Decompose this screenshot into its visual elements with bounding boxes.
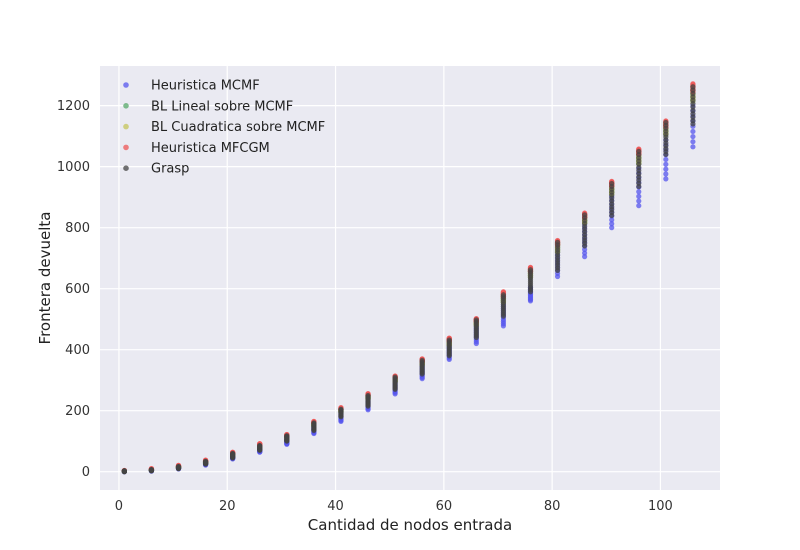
series-4: [121, 84, 696, 475]
legend-label: Heuristica MFCGM: [151, 141, 270, 156]
legend-marker: [123, 103, 129, 109]
data-point: [690, 84, 696, 90]
data-point: [527, 267, 534, 273]
x-tick-label: 0: [115, 499, 123, 514]
legend-label: BL Cuadratica sobre MCMF: [151, 120, 325, 135]
data-point: [230, 450, 236, 456]
data-point: [582, 254, 588, 260]
x-tick-label: 80: [544, 499, 561, 514]
grid-lines: [100, 66, 720, 490]
data-point: [392, 374, 398, 380]
data-point: [636, 148, 642, 155]
data-point: [473, 317, 479, 323]
data-point: [284, 433, 290, 439]
x-tick-label: 60: [436, 499, 453, 514]
x-axis-ticks: 0 20 40 60 80 100: [115, 499, 673, 514]
data-point: [446, 337, 452, 343]
data-point: [582, 250, 588, 256]
y-tick-label: 400: [65, 343, 90, 358]
y-tick-label: 0: [82, 465, 90, 480]
x-tick-label: 20: [219, 499, 236, 514]
legend-marker: [123, 82, 129, 88]
y-axis-ticks: 0 200 400 600 800 1000 1200: [57, 99, 90, 480]
data-point: [690, 144, 696, 150]
legend-label: Grasp: [151, 162, 189, 177]
data-point: [636, 203, 642, 209]
data-point: [582, 212, 588, 218]
data-point: [609, 180, 615, 187]
y-tick-label: 800: [65, 221, 90, 236]
legend-marker: [123, 165, 129, 171]
data-point: [609, 221, 615, 227]
data-point: [311, 420, 317, 426]
legend-marker: [123, 144, 129, 151]
y-tick-label: 200: [65, 404, 90, 419]
data-point: [202, 458, 209, 464]
data-point: [121, 468, 127, 474]
data-point: [663, 161, 669, 167]
plot-area: [100, 66, 720, 490]
data-point: [663, 171, 669, 177]
data-point: [690, 128, 696, 135]
data-points: [121, 81, 696, 475]
y-tick-label: 600: [65, 282, 90, 297]
legend-label: BL Lineal sobre MCMF: [151, 99, 293, 114]
data-point: [365, 392, 371, 399]
data-point: [690, 139, 696, 145]
data-point: [609, 217, 615, 223]
data-point: [663, 166, 669, 172]
data-point: [636, 198, 642, 204]
data-point: [419, 357, 425, 363]
legend-marker: [123, 123, 129, 130]
y-axis-label: Frontera devuelta: [36, 212, 54, 345]
data-point: [636, 193, 642, 199]
data-point: [338, 406, 344, 412]
data-point: [609, 225, 615, 231]
data-point: [636, 189, 642, 195]
data-point: [663, 156, 669, 163]
data-point: [500, 292, 507, 298]
data-point: [690, 133, 696, 140]
y-tick-label: 1200: [57, 99, 90, 114]
data-point: [175, 463, 182, 470]
x-tick-label: 100: [648, 499, 673, 514]
legend-label: Heuristica MCMF: [151, 79, 260, 94]
data-point: [554, 239, 561, 245]
x-axis-label: Cantidad de nodos entrada: [308, 516, 512, 534]
data-point: [663, 176, 669, 182]
data-point: [257, 442, 263, 449]
x-tick-label: 40: [327, 499, 344, 514]
y-tick-label: 1000: [57, 160, 90, 175]
legend: Heuristica MCMF BL Lineal sobre MCMF BL Cu…: [123, 79, 325, 177]
data-point: [663, 119, 669, 126]
data-point: [148, 466, 155, 473]
